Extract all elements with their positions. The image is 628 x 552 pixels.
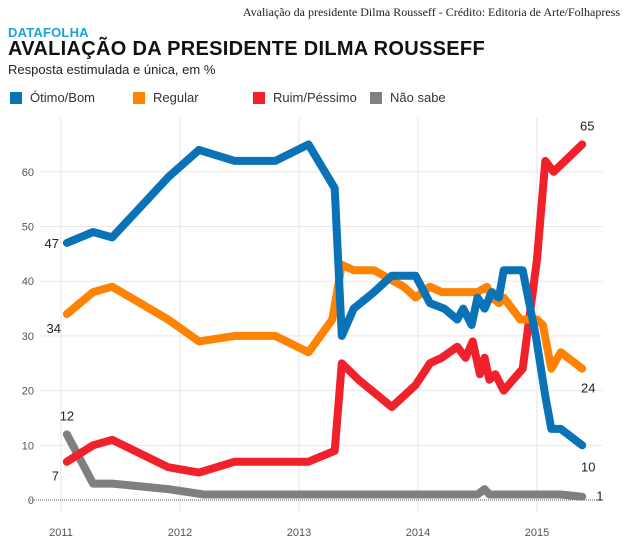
brand-label: DATAFOLHA xyxy=(8,25,89,40)
legend-label-nao-sabe: Não sabe xyxy=(390,90,446,105)
start-label-otimo-bom: 47 xyxy=(44,236,58,251)
series-line-nao-sabe xyxy=(62,430,587,501)
end-label-nao-sabe: 1 xyxy=(596,489,603,504)
legend-label-otimo-bom: Ótimo/Bom xyxy=(30,90,96,105)
y-tick-label-50: 50 xyxy=(22,222,34,234)
series-line-ruim-pessimo xyxy=(62,140,587,477)
end-label-regular: 24 xyxy=(581,381,595,396)
y-tick-label-30: 30 xyxy=(22,331,34,343)
legend-label-ruim-pessimo: Ruim/Péssimo xyxy=(273,90,357,105)
legend-item-otimo-bom: Ótimo/Bom xyxy=(10,90,95,105)
grid-layer: 2011 2012 2013 2014 2015 0 10 20 30 40 50 60 xyxy=(22,118,602,539)
x-tick-label-2012: 2012 xyxy=(168,527,192,539)
y-tick-label-40: 40 xyxy=(22,276,34,288)
y-tick-label-0: 0 xyxy=(28,495,34,507)
start-label-regular: 34 xyxy=(46,321,60,336)
chart-subtitle: Resposta estimulada e única, em % xyxy=(8,62,216,77)
legend-item-ruim-pessimo: Ruim/Péssimo xyxy=(253,90,357,105)
start-label-nao-sabe: 12 xyxy=(60,408,74,423)
x-tick-label-2014: 2014 xyxy=(406,527,430,539)
series-layer xyxy=(62,140,587,501)
y-tick-label-20: 20 xyxy=(22,386,34,398)
start-label-ruim-pessimo: 7 xyxy=(52,469,59,484)
y-tick-label-60: 60 xyxy=(22,167,34,179)
legend-label-regular: Regular xyxy=(153,90,199,105)
x-tick-label-2015: 2015 xyxy=(525,527,549,539)
label-layer: 47 10 34 24 7 65 12 1 xyxy=(44,118,603,503)
series-line-otimo-bom xyxy=(62,140,587,450)
x-tick-label-2013: 2013 xyxy=(287,527,311,539)
end-label-otimo-bom: 10 xyxy=(581,459,595,474)
legend-item-regular: Regular xyxy=(133,90,199,105)
legend-swatch-regular xyxy=(133,91,145,104)
y-tick-label-10: 10 xyxy=(22,440,34,452)
legend-swatch-nao-sabe xyxy=(370,91,382,104)
legend-item-nao-sabe: Não sabe xyxy=(370,90,446,105)
legend-swatch-ruim-pessimo xyxy=(253,91,265,104)
end-label-ruim-pessimo: 65 xyxy=(580,118,594,133)
legend-swatch-otimo-bom xyxy=(10,91,22,104)
image-credit: Avaliação da presidente Dilma Rousseff -… xyxy=(242,5,620,19)
x-tick-label-2011: 2011 xyxy=(49,527,73,539)
chart-title: AVALIAÇÃO DA PRESIDENTE DILMA ROUSSEFF xyxy=(8,38,485,60)
